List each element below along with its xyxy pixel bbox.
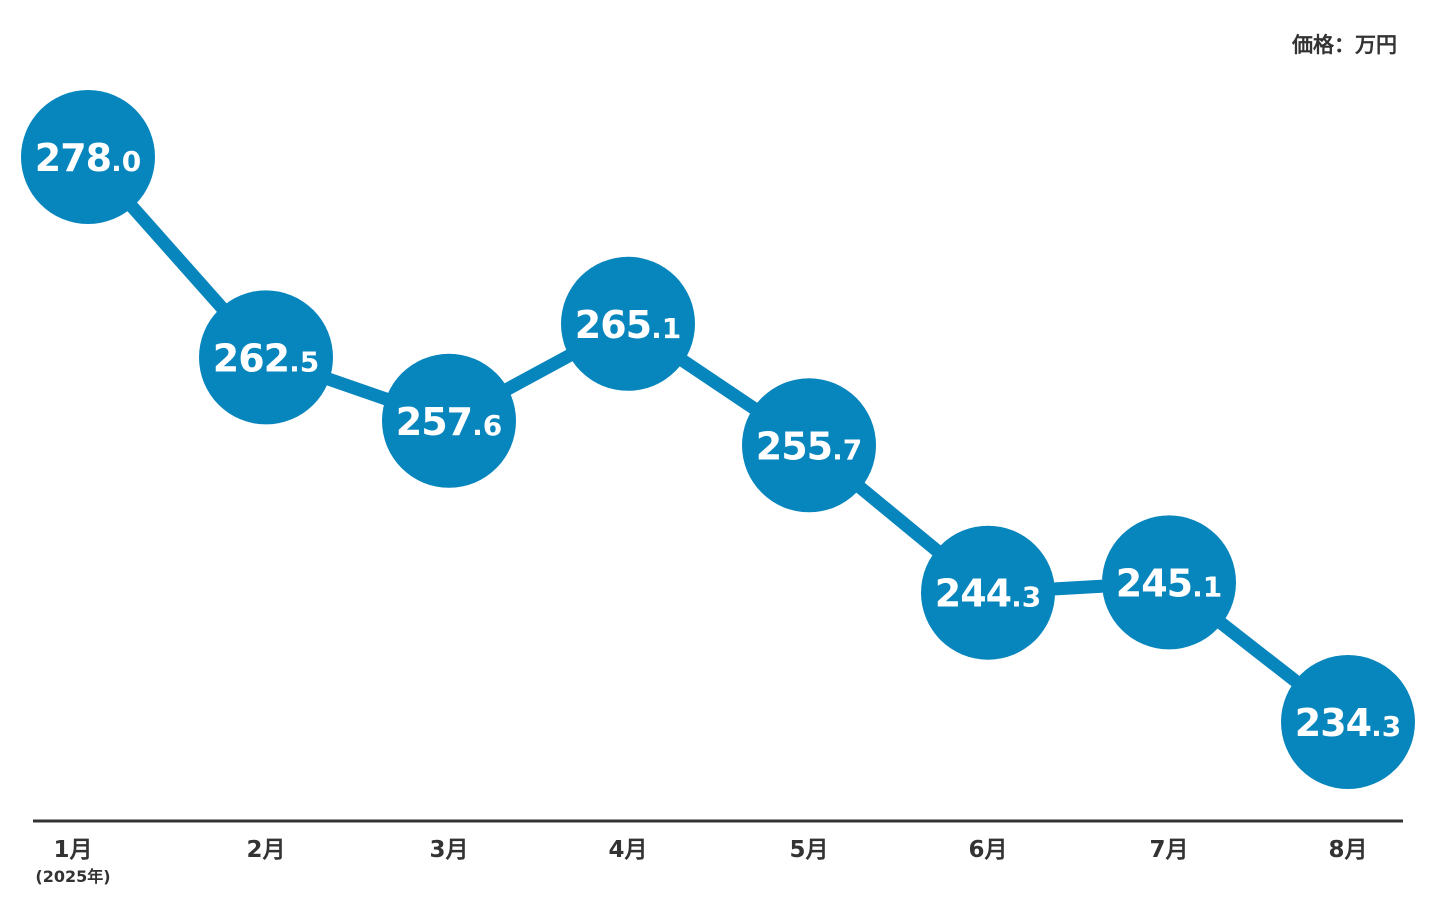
x-tick-label: 5月	[789, 837, 828, 863]
data-point: 255.7	[742, 378, 876, 513]
data-label: 278.0	[35, 136, 141, 180]
data-point: 265.1	[561, 256, 695, 391]
unit-label: 価格：万円	[1291, 33, 1397, 57]
data-point: 234.3	[1281, 655, 1415, 789]
x-axis-ticks: 1月 (2025年) 2月 3月 4月 5月 6月 7月 8月	[35, 837, 1367, 886]
x-tick-label: 1月	[53, 837, 92, 863]
data-point: 245.1	[1102, 515, 1236, 650]
data-point-circle	[382, 353, 516, 488]
data-label: 244.3	[935, 572, 1041, 616]
x-tick-label: 2月	[246, 837, 285, 863]
data-point: 244.3	[921, 525, 1055, 660]
x-tick-label: 4月	[608, 837, 647, 863]
data-label: 262.5	[213, 336, 319, 380]
x-tick-label: 8月	[1328, 837, 1367, 863]
data-point-circle	[199, 290, 333, 425]
x-tick-label: 3月	[429, 837, 468, 863]
data-point: 262.5	[199, 290, 333, 425]
data-point-circle	[561, 256, 695, 391]
data-point-circle	[742, 378, 876, 513]
data-markers: 278.0 262.5 257.6 265.1 255.7 244.3 245.1 234.3	[21, 90, 1415, 789]
data-point: 257.6	[382, 353, 516, 488]
x-tick-label: 6月	[968, 837, 1007, 863]
data-point-circle	[921, 525, 1055, 660]
data-point-circle	[21, 90, 155, 224]
data-point-circle	[1102, 515, 1236, 650]
data-label: 255.7	[756, 424, 862, 468]
data-point-circle	[1281, 655, 1415, 789]
data-label: 234.3	[1295, 701, 1401, 745]
data-label: 245.1	[1116, 561, 1222, 605]
data-label: 257.6	[396, 400, 502, 444]
data-label: 265.1	[575, 303, 681, 347]
x-tick-note: (2025年)	[35, 867, 110, 886]
data-point: 278.0	[21, 90, 155, 224]
x-tick-label: 7月	[1149, 837, 1188, 863]
